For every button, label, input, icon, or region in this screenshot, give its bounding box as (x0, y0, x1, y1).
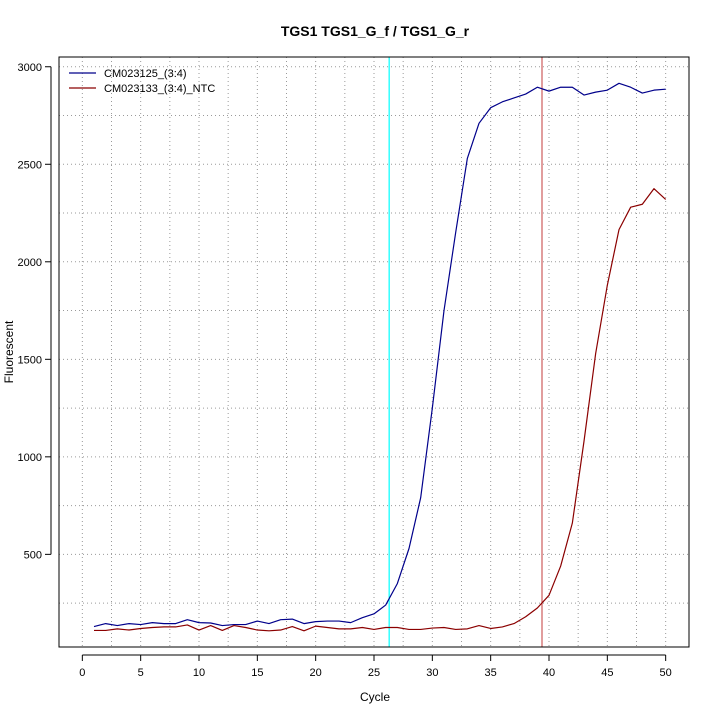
y-tick-label: 1500 (18, 354, 42, 366)
x-tick-label: 10 (193, 667, 205, 679)
series-layer (93, 82, 667, 632)
grid-layer (59, 57, 689, 647)
x-axis-label: Cycle (360, 690, 390, 704)
x-tick-label: 25 (368, 667, 380, 679)
plot-frame (58, 56, 690, 648)
legend-label-2: CM023133_(3:4)_NTC (104, 83, 215, 95)
y-tick-label: 500 (24, 549, 42, 561)
y-tick-label: 2500 (18, 159, 42, 171)
x-tick-label: 35 (485, 667, 497, 679)
series-line-1 (93, 82, 666, 628)
x-tick-label: 40 (543, 667, 555, 679)
y-axis: 500 1000 1500 2000 2500 3000 (18, 62, 52, 561)
x-axis: 0 5 10 15 20 25 30 35 40 45 50 (79, 654, 672, 679)
x-tick-label: 5 (138, 667, 144, 679)
y-tick-label: 3000 (18, 62, 42, 74)
legend-label-1: CM023125_(3:4) (104, 68, 187, 80)
x-tick-label: 15 (251, 667, 263, 679)
reference-lines (388, 57, 543, 647)
series-line-2 (94, 188, 667, 632)
x-tick-label: 50 (660, 667, 672, 679)
x-tick-label: 0 (79, 667, 85, 679)
legend: CM023125_(3:4) CM023133_(3:4)_NTC (69, 68, 215, 95)
chart-title: TGS1 TGS1_G_f / TGS1_G_r (281, 23, 470, 39)
x-tick-label: 45 (601, 667, 613, 679)
x-tick-label: 30 (426, 667, 438, 679)
y-tick-label: 2000 (18, 257, 42, 269)
x-tick-label: 20 (310, 667, 322, 679)
y-axis-label: Fluorescent (2, 320, 16, 383)
y-tick-label: 1000 (18, 452, 42, 464)
